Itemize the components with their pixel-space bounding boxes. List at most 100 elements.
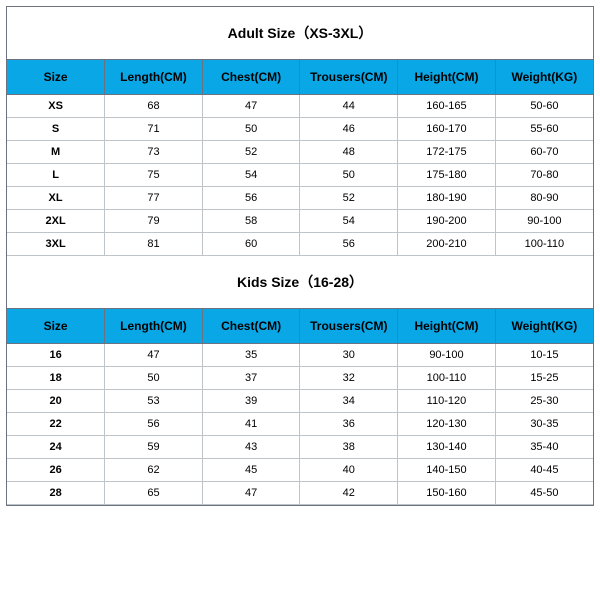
value-cell: 150-160 (398, 482, 496, 505)
value-cell: 41 (202, 413, 300, 436)
value-cell: 110-120 (398, 390, 496, 413)
value-cell: 130-140 (398, 436, 496, 459)
table-row: M735248172-17560-70 (7, 141, 593, 164)
value-cell: 40 (300, 459, 398, 482)
size-cell: 26 (7, 459, 105, 482)
value-cell: 50 (300, 164, 398, 187)
size-cell: 28 (7, 482, 105, 505)
value-cell: 62 (105, 459, 203, 482)
value-cell: 75 (105, 164, 203, 187)
value-cell: 32 (300, 367, 398, 390)
value-cell: 54 (202, 164, 300, 187)
value-cell: 35-40 (495, 436, 593, 459)
column-header: Weight(KG) (495, 60, 593, 95)
value-cell: 100-110 (398, 367, 496, 390)
column-header: Height(CM) (398, 309, 496, 344)
value-cell: 73 (105, 141, 203, 164)
table-row: 1647353090-10010-15 (7, 344, 593, 367)
section-title: Kids Size（16-28） (7, 256, 593, 309)
value-cell: 68 (105, 95, 203, 118)
size-cell: 2XL (7, 210, 105, 233)
column-header: Size (7, 309, 105, 344)
value-cell: 56 (300, 233, 398, 256)
value-cell: 160-165 (398, 95, 496, 118)
column-header: Height(CM) (398, 60, 496, 95)
value-cell: 30-35 (495, 413, 593, 436)
value-cell: 77 (105, 187, 203, 210)
table-row: 18503732100-11015-25 (7, 367, 593, 390)
value-cell: 25-30 (495, 390, 593, 413)
value-cell: 59 (105, 436, 203, 459)
value-cell: 140-150 (398, 459, 496, 482)
value-cell: 45-50 (495, 482, 593, 505)
value-cell: 90-100 (398, 344, 496, 367)
value-cell: 60 (202, 233, 300, 256)
value-cell: 15-25 (495, 367, 593, 390)
value-cell: 58 (202, 210, 300, 233)
size-cell: S (7, 118, 105, 141)
value-cell: 50 (202, 118, 300, 141)
value-cell: 60-70 (495, 141, 593, 164)
column-header: Size (7, 60, 105, 95)
value-cell: 52 (202, 141, 300, 164)
table-row: 2XL795854190-20090-100 (7, 210, 593, 233)
value-cell: 54 (300, 210, 398, 233)
table-row: 20533934110-12025-30 (7, 390, 593, 413)
column-header: Chest(CM) (202, 309, 300, 344)
value-cell: 65 (105, 482, 203, 505)
value-cell: 79 (105, 210, 203, 233)
value-cell: 47 (105, 344, 203, 367)
table-row: 28654742150-16045-50 (7, 482, 593, 505)
table-row: 24594338130-14035-40 (7, 436, 593, 459)
value-cell: 71 (105, 118, 203, 141)
value-cell: 81 (105, 233, 203, 256)
value-cell: 40-45 (495, 459, 593, 482)
value-cell: 172-175 (398, 141, 496, 164)
value-cell: 34 (300, 390, 398, 413)
value-cell: 55-60 (495, 118, 593, 141)
size-cell: XL (7, 187, 105, 210)
value-cell: 180-190 (398, 187, 496, 210)
table-row: 22564136120-13030-35 (7, 413, 593, 436)
value-cell: 90-100 (495, 210, 593, 233)
column-header: Trousers(CM) (300, 309, 398, 344)
size-chart-container: Adult Size（XS-3XL）SizeLength(CM)Chest(CM… (6, 6, 594, 506)
value-cell: 39 (202, 390, 300, 413)
size-cell: XS (7, 95, 105, 118)
value-cell: 37 (202, 367, 300, 390)
value-cell: 52 (300, 187, 398, 210)
value-cell: 44 (300, 95, 398, 118)
value-cell: 50 (105, 367, 203, 390)
value-cell: 175-180 (398, 164, 496, 187)
size-cell: L (7, 164, 105, 187)
size-cell: 24 (7, 436, 105, 459)
value-cell: 42 (300, 482, 398, 505)
value-cell: 56 (105, 413, 203, 436)
value-cell: 50-60 (495, 95, 593, 118)
table-row: XL775652180-19080-90 (7, 187, 593, 210)
size-table: SizeLength(CM)Chest(CM)Trousers(CM)Heigh… (7, 60, 593, 256)
value-cell: 53 (105, 390, 203, 413)
value-cell: 38 (300, 436, 398, 459)
size-table: SizeLength(CM)Chest(CM)Trousers(CM)Heigh… (7, 309, 593, 505)
value-cell: 10-15 (495, 344, 593, 367)
value-cell: 46 (300, 118, 398, 141)
value-cell: 120-130 (398, 413, 496, 436)
value-cell: 190-200 (398, 210, 496, 233)
value-cell: 80-90 (495, 187, 593, 210)
value-cell: 48 (300, 141, 398, 164)
size-cell: 3XL (7, 233, 105, 256)
size-cell: 16 (7, 344, 105, 367)
value-cell: 30 (300, 344, 398, 367)
value-cell: 47 (202, 482, 300, 505)
size-cell: 18 (7, 367, 105, 390)
value-cell: 43 (202, 436, 300, 459)
value-cell: 160-170 (398, 118, 496, 141)
column-header: Length(CM) (105, 309, 203, 344)
column-header: Length(CM) (105, 60, 203, 95)
value-cell: 47 (202, 95, 300, 118)
size-cell: M (7, 141, 105, 164)
column-header: Trousers(CM) (300, 60, 398, 95)
value-cell: 200-210 (398, 233, 496, 256)
value-cell: 45 (202, 459, 300, 482)
